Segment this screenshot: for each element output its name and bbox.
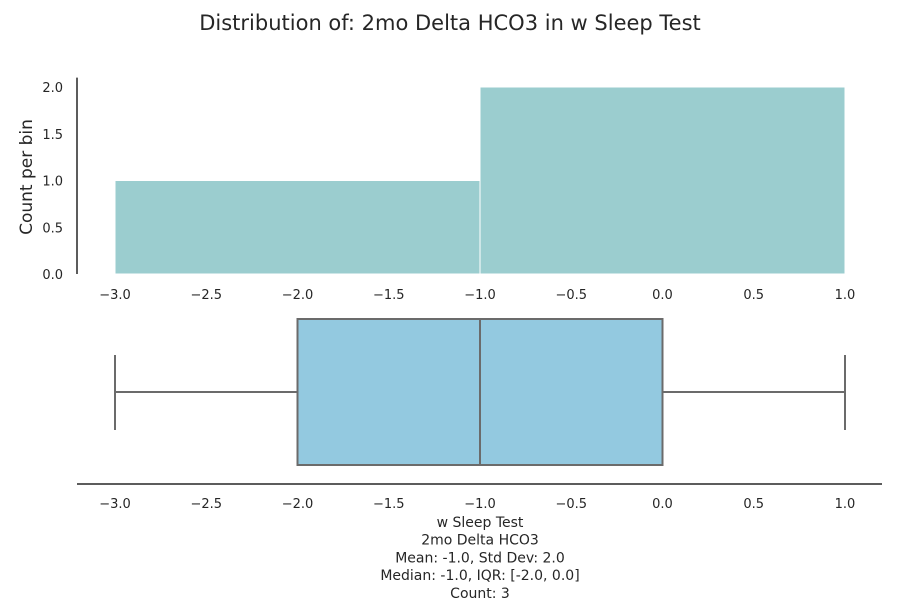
histogram-x-tick-label: −2.5 <box>190 288 222 303</box>
histogram-x-tick-label: −2.0 <box>282 288 314 303</box>
histogram-x-tick-label: −1.5 <box>373 288 405 303</box>
boxplot-x-tick-label: −1.0 <box>464 497 496 512</box>
histogram-bar <box>479 86 846 275</box>
chart-title: Distribution of: 2mo Delta HCO3 in w Sle… <box>199 11 701 35</box>
x-axis-label-line: Count: 3 <box>450 586 510 600</box>
boxplot-panel: −3.0 −2.5 −2.0 −1.5 −1.0 −0.5 0.0 0.5 1.0 <box>77 318 882 512</box>
histogram-x-tick-label: −3.0 <box>99 288 131 303</box>
boxplot-x-tick-label: −2.0 <box>282 497 314 512</box>
boxplot-x-tick-label: −3.0 <box>99 497 131 512</box>
x-axis-label-line: 2mo Delta HCO3 <box>421 533 539 549</box>
histogram-y-tick-label: 1.5 <box>42 128 63 143</box>
x-axis-label-line: Mean: -1.0, Std Dev: 2.0 <box>395 550 565 566</box>
histogram-y-tick-label: 1.0 <box>42 175 63 190</box>
x-axis-label-line: Median: -1.0, IQR: [-2.0, 0.0] <box>380 568 579 584</box>
histogram-y-tick-label: 0.0 <box>42 268 63 283</box>
histogram-x-tick-label: 0.0 <box>652 288 673 303</box>
histogram-x-tick-label: 1.0 <box>835 288 856 303</box>
histogram-x-tick-label: −0.5 <box>555 288 587 303</box>
histogram-bar <box>114 180 481 275</box>
boxplot-x-tick-label: −2.5 <box>190 497 222 512</box>
boxplot-x-tick-label: 1.0 <box>835 497 856 512</box>
histogram-y-tick-label: 2.0 <box>42 81 63 96</box>
x-axis-label-line: w Sleep Test <box>437 515 524 531</box>
histogram-y-axis-title: Count per bin <box>17 119 37 235</box>
histogram-y-tick-label: 0.5 <box>42 221 63 236</box>
boxplot-x-tick-label: 0.0 <box>652 497 673 512</box>
boxplot-x-tick-label: −1.5 <box>373 497 405 512</box>
boxplot-x-tick-label: −0.5 <box>555 497 587 512</box>
boxplot-x-tick-label: 0.5 <box>743 497 764 512</box>
histogram-panel: 0.0 0.5 1.0 1.5 2.0 −3.0 −2.5 −2.0 −1.5 −1.0 −0.5 0… <box>17 77 856 303</box>
histogram-x-tick-label: −1.0 <box>464 288 496 303</box>
histogram-x-tick-label: 0.5 <box>743 288 764 303</box>
